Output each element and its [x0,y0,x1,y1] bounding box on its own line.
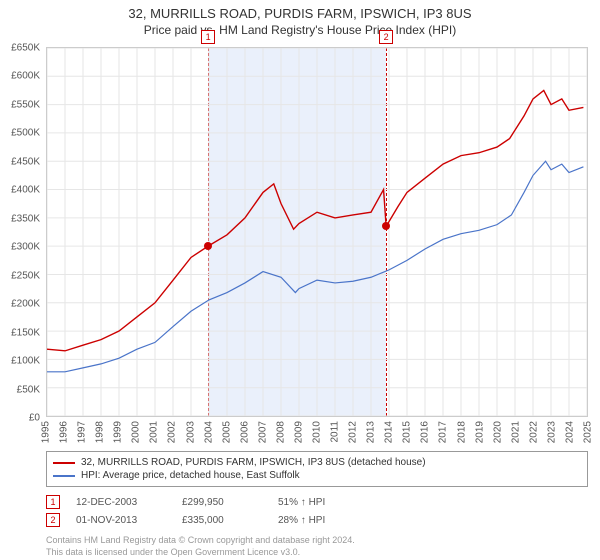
x-tick-label: 2023 [546,421,557,443]
event-price: £299,950 [182,497,262,508]
y-tick-label: £50K [17,384,40,395]
x-tick-label: 1997 [77,421,88,443]
x-tick-label: 2009 [293,421,304,443]
event-num-box: 1 [46,495,60,509]
footnote-line2: This data is licensed under the Open Gov… [46,547,588,559]
y-tick-label: £250K [11,270,40,281]
x-tick-label: 2001 [149,421,160,443]
legend-row-hpi: HPI: Average price, detached house, East… [53,469,581,482]
legend-label-property: 32, MURRILLS ROAD, PURDIS FARM, IPSWICH,… [81,457,426,468]
x-tick-label: 2004 [203,421,214,443]
event-marker-dot [382,222,390,230]
legend: 32, MURRILLS ROAD, PURDIS FARM, IPSWICH,… [46,451,588,487]
x-tick-label: 2008 [275,421,286,443]
x-tick-label: 2020 [492,421,503,443]
event-marker-box: 1 [201,30,215,44]
price-chart: 12 [46,47,588,417]
legend-label-hpi: HPI: Average price, detached house, East… [81,470,300,481]
event-num-box: 2 [46,513,60,527]
events-table: 1 12-DEC-2003 £299,950 51% ↑ HPI 2 01-NO… [46,493,588,529]
x-tick-label: 2022 [528,421,539,443]
x-tick-label: 1996 [59,421,70,443]
footnote: Contains HM Land Registry data © Crown c… [46,535,588,558]
x-tick-label: 2024 [564,421,575,443]
title-line2: Price paid vs. HM Land Registry's House … [0,23,600,37]
chart-title-block: 32, MURRILLS ROAD, PURDIS FARM, IPSWICH,… [0,0,600,41]
chart-svg [47,48,587,416]
y-tick-label: £500K [11,128,40,139]
x-tick-label: 2015 [402,421,413,443]
y-tick-label: £550K [11,99,40,110]
x-tick-label: 2011 [330,421,341,443]
y-tick-label: £0 [29,413,40,424]
x-tick-label: 2013 [366,421,377,443]
footnote-line1: Contains HM Land Registry data © Crown c… [46,535,588,547]
event-marker-dot [204,242,212,250]
y-tick-label: £300K [11,242,40,253]
legend-swatch-property [53,462,75,464]
x-tick-label: 2002 [167,421,178,443]
legend-row-property: 32, MURRILLS ROAD, PURDIS FARM, IPSWICH,… [53,456,581,469]
x-tick-label: 2007 [257,421,268,443]
x-tick-label: 1998 [95,421,106,443]
event-marker-box: 2 [379,30,393,44]
x-tick-label: 2006 [239,421,250,443]
event-date: 01-NOV-2013 [76,515,166,526]
legend-swatch-hpi [53,475,75,477]
event-price: £335,000 [182,515,262,526]
x-tick-label: 2010 [312,421,323,443]
x-tick-label: 2021 [510,421,521,443]
x-tick-label: 2018 [456,421,467,443]
y-tick-label: £350K [11,213,40,224]
x-tick-label: 1999 [113,421,124,443]
y-tick-label: £600K [11,71,40,82]
x-tick-label: 2016 [420,421,431,443]
x-tick-label: 1995 [41,421,52,443]
x-tick-label: 2017 [438,421,449,443]
y-tick-label: £100K [11,356,40,367]
x-axis-labels: 1995199619971998199920002001200220032004… [46,417,588,447]
event-row: 2 01-NOV-2013 £335,000 28% ↑ HPI [46,511,588,529]
event-pct: 28% ↑ HPI [278,515,325,526]
y-tick-label: £400K [11,185,40,196]
y-tick-label: £450K [11,156,40,167]
x-tick-label: 2000 [131,421,142,443]
event-pct: 51% ↑ HPI [278,497,325,508]
event-date: 12-DEC-2003 [76,497,166,508]
y-tick-label: £150K [11,327,40,338]
x-tick-label: 2012 [348,421,359,443]
x-tick-label: 2019 [474,421,485,443]
x-tick-label: 2005 [221,421,232,443]
x-tick-label: 2025 [583,421,594,443]
event-row: 1 12-DEC-2003 £299,950 51% ↑ HPI [46,493,588,511]
title-line1: 32, MURRILLS ROAD, PURDIS FARM, IPSWICH,… [0,6,600,21]
y-tick-label: £200K [11,299,40,310]
x-tick-label: 2014 [384,421,395,443]
x-tick-label: 2003 [185,421,196,443]
y-tick-label: £650K [11,43,40,54]
